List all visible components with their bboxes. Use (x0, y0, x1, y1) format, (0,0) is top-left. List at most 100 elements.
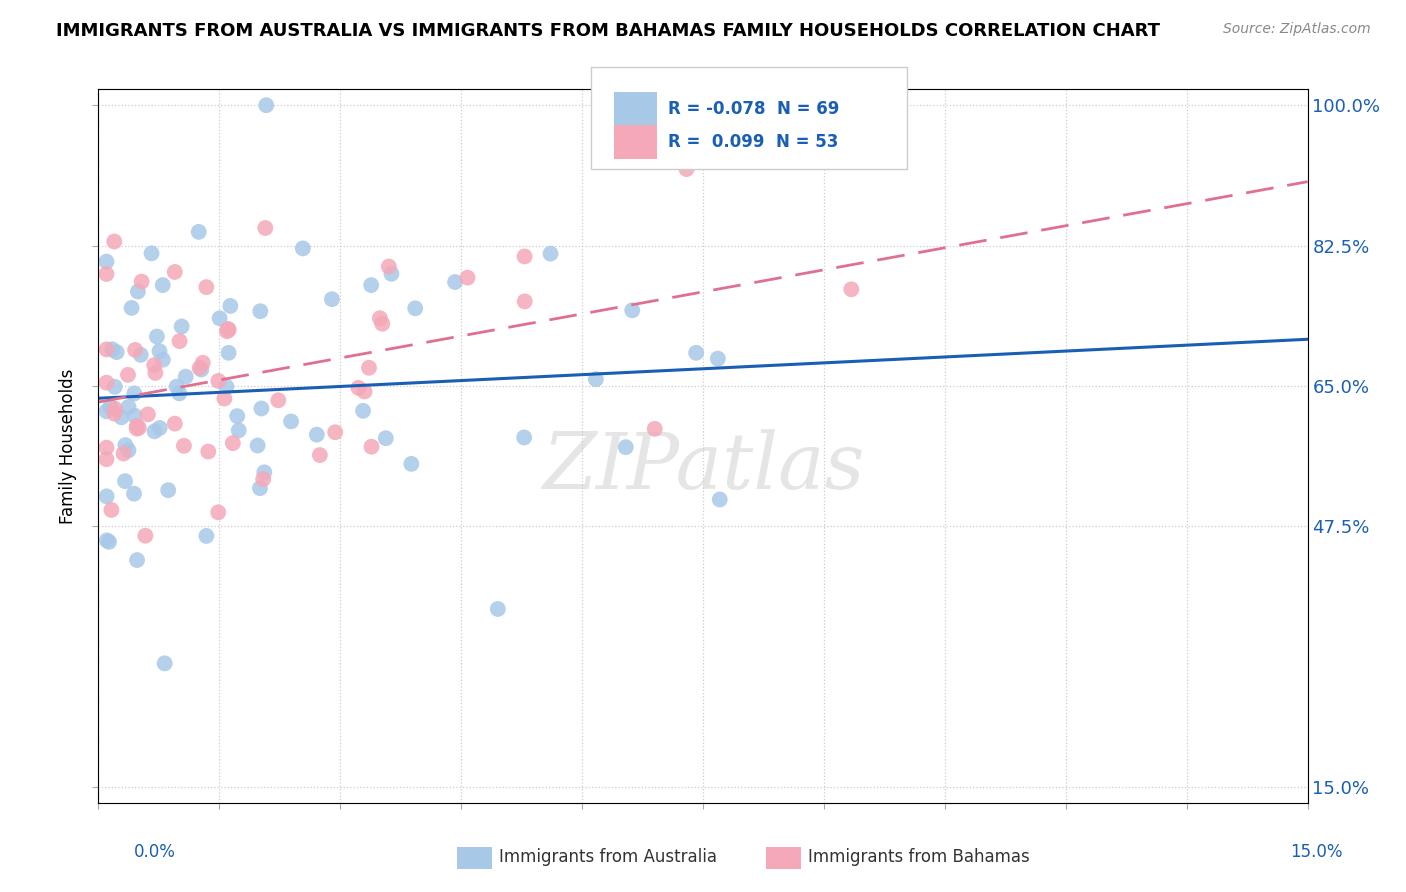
Point (104, 380, 127, 394)
Point (208, 311, 231, 326)
Text: Immigrants from Bahamas: Immigrants from Bahamas (808, 848, 1031, 866)
Point (215, 380, 238, 394)
Point (839, 282, 862, 296)
Point (188, 360, 211, 375)
Text: Immigrants from Australia: Immigrants from Australia (499, 848, 717, 866)
Text: ZIPatlas: ZIPatlas (541, 429, 865, 506)
Point (621, 303, 644, 318)
Point (128, 421, 150, 435)
Point (146, 329, 169, 343)
Point (378, 260, 401, 274)
Point (112, 446, 135, 460)
Point (360, 278, 382, 293)
Point (323, 425, 346, 440)
Point (291, 241, 314, 255)
Point (219, 299, 242, 313)
Point (124, 409, 146, 423)
Point (217, 322, 239, 336)
Point (709, 492, 731, 507)
Point (96, 254, 118, 268)
Point (513, 294, 536, 309)
Point (170, 319, 193, 334)
Point (308, 448, 330, 462)
Point (368, 311, 391, 326)
Point (404, 301, 426, 316)
Point (148, 344, 170, 359)
Point (114, 438, 136, 452)
Point (187, 225, 209, 239)
Point (456, 270, 478, 285)
Y-axis label: Family Households: Family Households (59, 368, 77, 524)
Point (129, 348, 152, 362)
Point (96, 404, 118, 418)
Point (122, 486, 145, 500)
Point (145, 366, 167, 380)
Point (486, 602, 509, 616)
Point (280, 414, 302, 428)
Point (513, 250, 536, 264)
Point (250, 401, 273, 416)
Point (644, 422, 666, 436)
Point (707, 351, 730, 366)
Point (105, 345, 128, 359)
Point (101, 343, 124, 357)
Point (360, 440, 382, 454)
Point (218, 346, 240, 360)
Point (513, 430, 536, 444)
Point (96, 267, 118, 281)
Point (305, 427, 328, 442)
Point (163, 417, 186, 431)
Point (96, 343, 118, 357)
Point (371, 317, 394, 331)
Point (143, 358, 166, 372)
Point (226, 409, 249, 423)
Point (190, 362, 212, 376)
Point (195, 280, 218, 294)
Point (249, 481, 271, 495)
Point (136, 408, 159, 422)
Point (222, 436, 245, 450)
Point (96, 376, 118, 390)
Point (125, 418, 148, 433)
Point (207, 374, 229, 388)
Point (540, 246, 562, 260)
Text: R =  0.099  N = 53: R = 0.099 N = 53 (668, 133, 838, 151)
Point (117, 443, 139, 458)
Text: IMMIGRANTS FROM AUSTRALIA VS IMMIGRANTS FROM BAHAMAS FAMILY HOUSEHOLDS CORRELATI: IMMIGRANTS FROM AUSTRALIA VS IMMIGRANTS … (56, 22, 1160, 40)
Point (347, 381, 370, 395)
Point (228, 423, 250, 437)
Point (218, 323, 240, 337)
Point (98, 534, 121, 549)
Point (124, 386, 146, 401)
Point (614, 440, 637, 454)
Point (104, 401, 127, 416)
Point (353, 384, 375, 399)
Point (169, 386, 191, 401)
Point (675, 162, 697, 177)
Point (103, 235, 125, 249)
Point (401, 457, 423, 471)
Point (254, 221, 277, 235)
Point (117, 368, 139, 382)
Point (685, 346, 707, 360)
Point (141, 246, 163, 260)
Point (149, 421, 172, 435)
Point (585, 372, 607, 386)
Point (163, 265, 186, 279)
Point (125, 421, 148, 435)
Point (143, 425, 166, 439)
Text: Source: ZipAtlas.com: Source: ZipAtlas.com (1223, 22, 1371, 37)
Text: 15.0%: 15.0% (1291, 843, 1343, 861)
Point (214, 392, 236, 406)
Point (197, 444, 219, 458)
Point (166, 379, 188, 393)
Point (127, 553, 149, 567)
Point (96, 489, 118, 503)
Point (121, 301, 143, 315)
Point (215, 324, 238, 338)
Point (96, 533, 118, 548)
Text: 0.0%: 0.0% (134, 843, 176, 861)
Point (131, 275, 153, 289)
Point (127, 285, 149, 299)
Point (173, 439, 195, 453)
